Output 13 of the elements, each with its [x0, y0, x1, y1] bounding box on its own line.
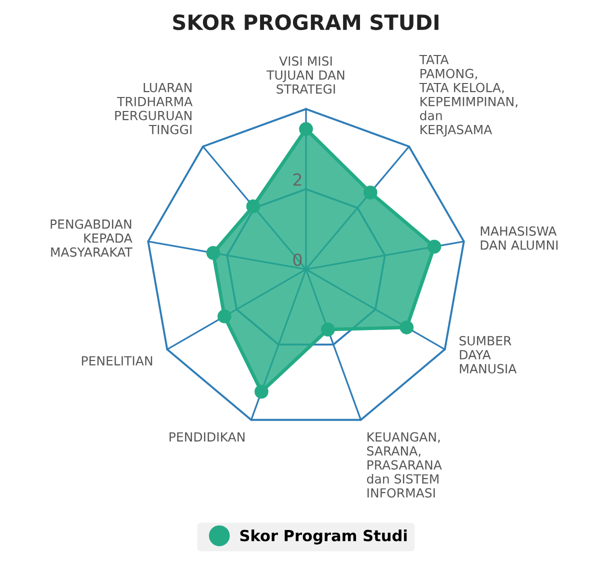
- spoke-label: SUMBER DAYA MANUSIA: [460, 336, 517, 374]
- spoke-label: PENGABDIAN KEPADA MASYARAKAT: [50, 219, 132, 257]
- spoke-label: TATA PAMONG, TATA KELOLA, KEPEMIMPINAN, dan KERJASAMA: [419, 54, 518, 137]
- spoke-label: LUARAN TRIDHARMA PERGURUAN TINGGI: [115, 82, 193, 134]
- spoke-label: VISI MISI TUJUAN DAN STRATEGI: [266, 56, 344, 94]
- legend-label: Skor Program Studi: [240, 530, 407, 544]
- y-tick-label: 0: [293, 253, 302, 266]
- spoke-label: PENDIDIKAN: [170, 432, 244, 442]
- y-tick-label: 2: [293, 173, 302, 186]
- chart-title: SKOR PROGRAM STUDI: [173, 14, 438, 30]
- spoke-label: MAHASISWA DAN ALUMNI: [480, 226, 558, 250]
- spoke-label: PENELITIAN: [82, 356, 152, 366]
- spoke-label: KEUANGAN, SARANA, PRASARANA dan SISTEM INFORMASI: [366, 432, 442, 498]
